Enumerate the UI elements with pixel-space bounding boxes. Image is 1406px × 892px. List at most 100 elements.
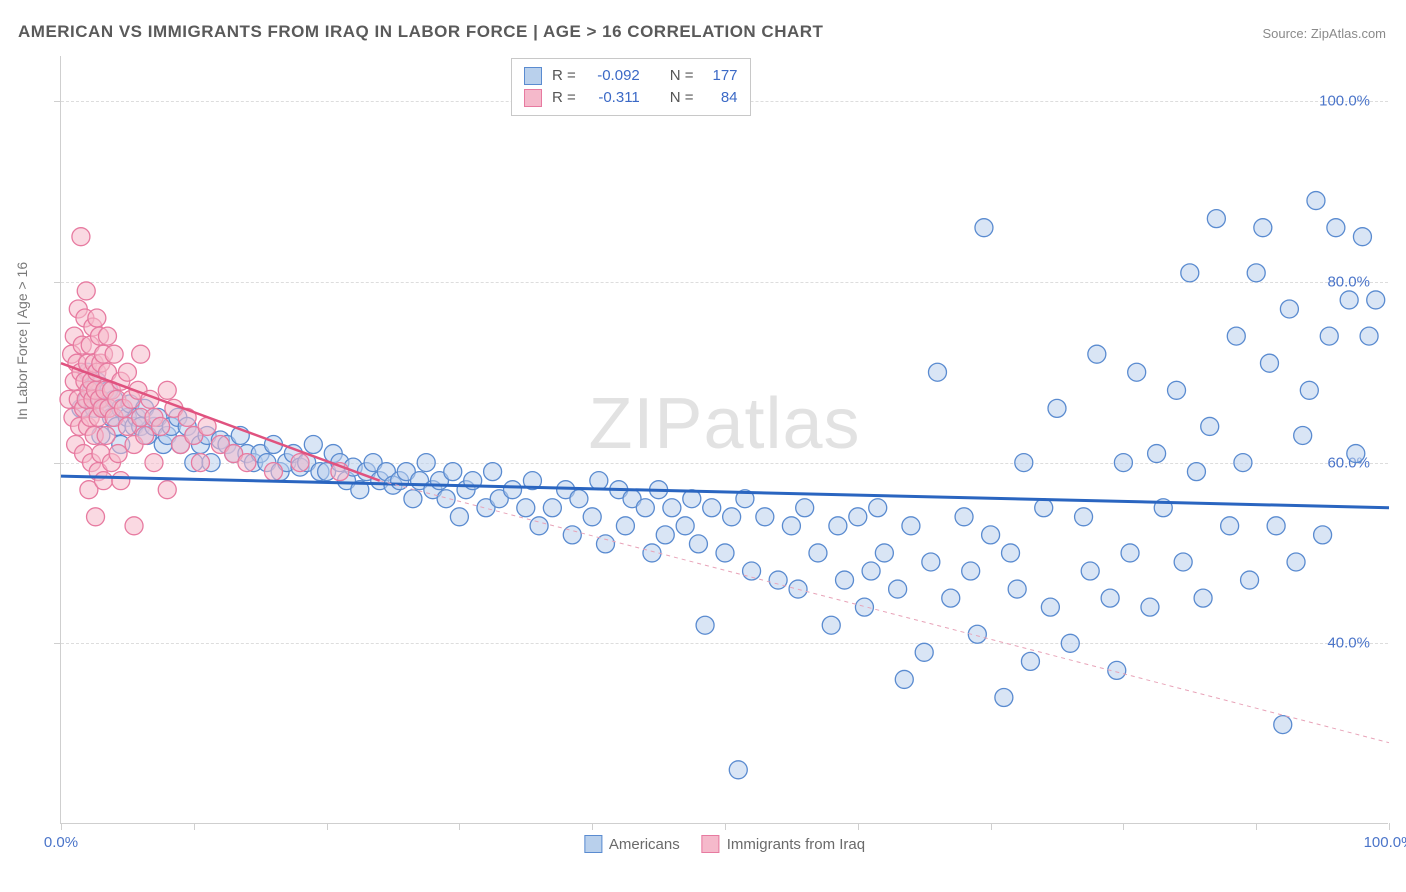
- data-point: [1114, 454, 1132, 472]
- data-point: [484, 463, 502, 481]
- data-point: [1121, 544, 1139, 562]
- data-point: [125, 517, 143, 535]
- data-point: [643, 544, 661, 562]
- data-point: [504, 481, 522, 499]
- data-point: [77, 282, 95, 300]
- legend-row: R =-0.092N =177: [524, 65, 738, 87]
- data-point: [1280, 300, 1298, 318]
- data-point: [703, 499, 721, 517]
- data-point: [769, 571, 787, 589]
- data-point: [1260, 354, 1278, 372]
- data-point: [889, 580, 907, 598]
- data-point: [1254, 219, 1272, 237]
- data-point: [97, 426, 115, 444]
- data-point: [1168, 381, 1186, 399]
- data-point: [109, 445, 127, 463]
- data-point: [915, 643, 933, 661]
- data-point: [1081, 562, 1099, 580]
- data-point: [995, 689, 1013, 707]
- data-point: [696, 616, 714, 634]
- legend-n-label: N =: [670, 87, 694, 109]
- data-point: [836, 571, 854, 589]
- data-point: [1061, 634, 1079, 652]
- legend-label: Immigrants from Iraq: [727, 836, 865, 853]
- data-point: [1148, 445, 1166, 463]
- trend-line-extrapolated: [380, 481, 1389, 743]
- data-point: [1267, 517, 1285, 535]
- data-point: [238, 454, 256, 472]
- data-point: [869, 499, 887, 517]
- data-point: [1181, 264, 1199, 282]
- source-label: Source: ZipAtlas.com: [1262, 26, 1386, 41]
- data-point: [1075, 508, 1093, 526]
- data-point: [955, 508, 973, 526]
- data-point: [1101, 589, 1119, 607]
- chart-title: AMERICAN VS IMMIGRANTS FROM IRAQ IN LABO…: [18, 22, 823, 42]
- data-point: [118, 363, 136, 381]
- y-axis-label: In Labor Force | Age > 16: [14, 262, 30, 420]
- data-point: [1287, 553, 1305, 571]
- data-point: [1048, 399, 1066, 417]
- data-point: [88, 309, 106, 327]
- data-point: [902, 517, 920, 535]
- data-point: [132, 345, 150, 363]
- data-point: [982, 526, 1000, 544]
- data-point: [875, 544, 893, 562]
- data-point: [656, 526, 674, 544]
- x-tick-label: 0.0%: [44, 834, 78, 851]
- data-point: [975, 219, 993, 237]
- data-point: [689, 535, 707, 553]
- data-point: [862, 562, 880, 580]
- data-point: [105, 345, 123, 363]
- legend-r-value: -0.311: [586, 87, 640, 109]
- data-point: [663, 499, 681, 517]
- data-point: [1021, 652, 1039, 670]
- legend-swatch: [584, 835, 602, 853]
- data-point: [404, 490, 422, 508]
- data-point: [1294, 426, 1312, 444]
- data-point: [922, 553, 940, 571]
- legend-swatch: [702, 835, 720, 853]
- legend-n-value: 84: [704, 87, 738, 109]
- data-point: [152, 417, 170, 435]
- data-point: [1274, 716, 1292, 734]
- data-point: [1227, 327, 1245, 345]
- data-point: [570, 490, 588, 508]
- data-point: [158, 481, 176, 499]
- data-point: [191, 454, 209, 472]
- data-point: [1340, 291, 1358, 309]
- data-point: [1015, 454, 1033, 472]
- data-point: [942, 589, 960, 607]
- x-tick-label: 100.0%: [1364, 834, 1406, 851]
- data-point: [444, 463, 462, 481]
- chart-area: ZIPatlas 40.0%60.0%80.0%100.0% 0.0%100.0…: [60, 56, 1388, 824]
- data-point: [1347, 445, 1365, 463]
- data-point: [145, 454, 163, 472]
- data-point: [94, 472, 112, 490]
- legend-n-value: 177: [704, 65, 738, 87]
- data-point: [1247, 264, 1265, 282]
- data-point: [1234, 454, 1252, 472]
- data-point: [450, 508, 468, 526]
- data-point: [716, 544, 734, 562]
- data-point: [1320, 327, 1338, 345]
- data-point: [1327, 219, 1345, 237]
- data-point: [1241, 571, 1259, 589]
- data-point: [1187, 463, 1205, 481]
- data-point: [1314, 526, 1332, 544]
- data-point: [1002, 544, 1020, 562]
- data-point: [636, 499, 654, 517]
- data-point: [437, 490, 455, 508]
- data-point: [1201, 417, 1219, 435]
- data-point: [809, 544, 827, 562]
- series-legend: AmericansImmigrants from Iraq: [584, 835, 865, 853]
- data-point: [616, 517, 634, 535]
- data-point: [530, 517, 548, 535]
- data-point: [291, 454, 309, 472]
- data-point: [1128, 363, 1146, 381]
- legend-swatch: [524, 89, 542, 107]
- data-point: [849, 508, 867, 526]
- data-point: [796, 499, 814, 517]
- data-point: [1207, 210, 1225, 228]
- data-point: [264, 463, 282, 481]
